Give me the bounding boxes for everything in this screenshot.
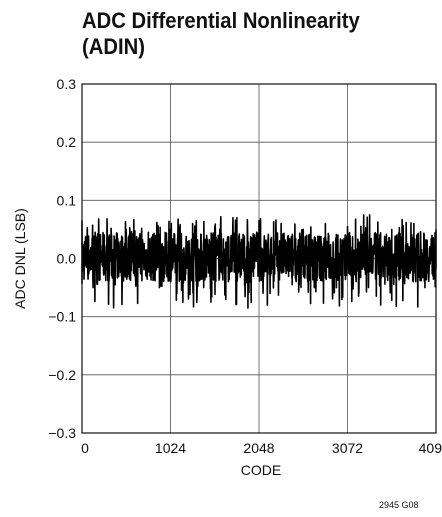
x-tick-label: 2048 [243,440,274,456]
dnl-series [81,214,437,309]
y-tick-label: 0.0 [57,251,77,267]
figure-id: 2945 G08 [379,500,419,510]
chart-title-line1: ADC Differential Nonlinearity [82,8,360,33]
y-tick-label: −0.3 [48,425,76,441]
x-axis-label: CODE [241,462,281,478]
y-tick-label: 0.2 [57,134,77,150]
y-tick-labels: 0.3 0.2 0.1 0.0 −0.1 −0.2 −0.3 [48,76,76,441]
y-tick-label: 0.1 [57,192,77,208]
y-tick-label: −0.2 [48,367,76,383]
x-tick-label: 1024 [155,440,186,456]
x-tick-label: 0 [81,440,89,456]
x-tick-label: 3072 [332,440,363,456]
x-tick-label: 409 [419,440,442,456]
y-axis-label: ADC DNL (LSB) [12,208,28,309]
dnl-series-line [81,214,437,309]
chart-title-line2: (ADIN) [82,34,145,59]
y-tick-label: −0.1 [48,309,76,325]
plot-frame [81,83,437,434]
chart-title: ADC Differential Nonlinearity (ADIN) [82,8,404,60]
x-tick-labels: 0 1024 2048 3072 409 [81,440,442,456]
y-tick-label: 0.3 [57,76,77,92]
